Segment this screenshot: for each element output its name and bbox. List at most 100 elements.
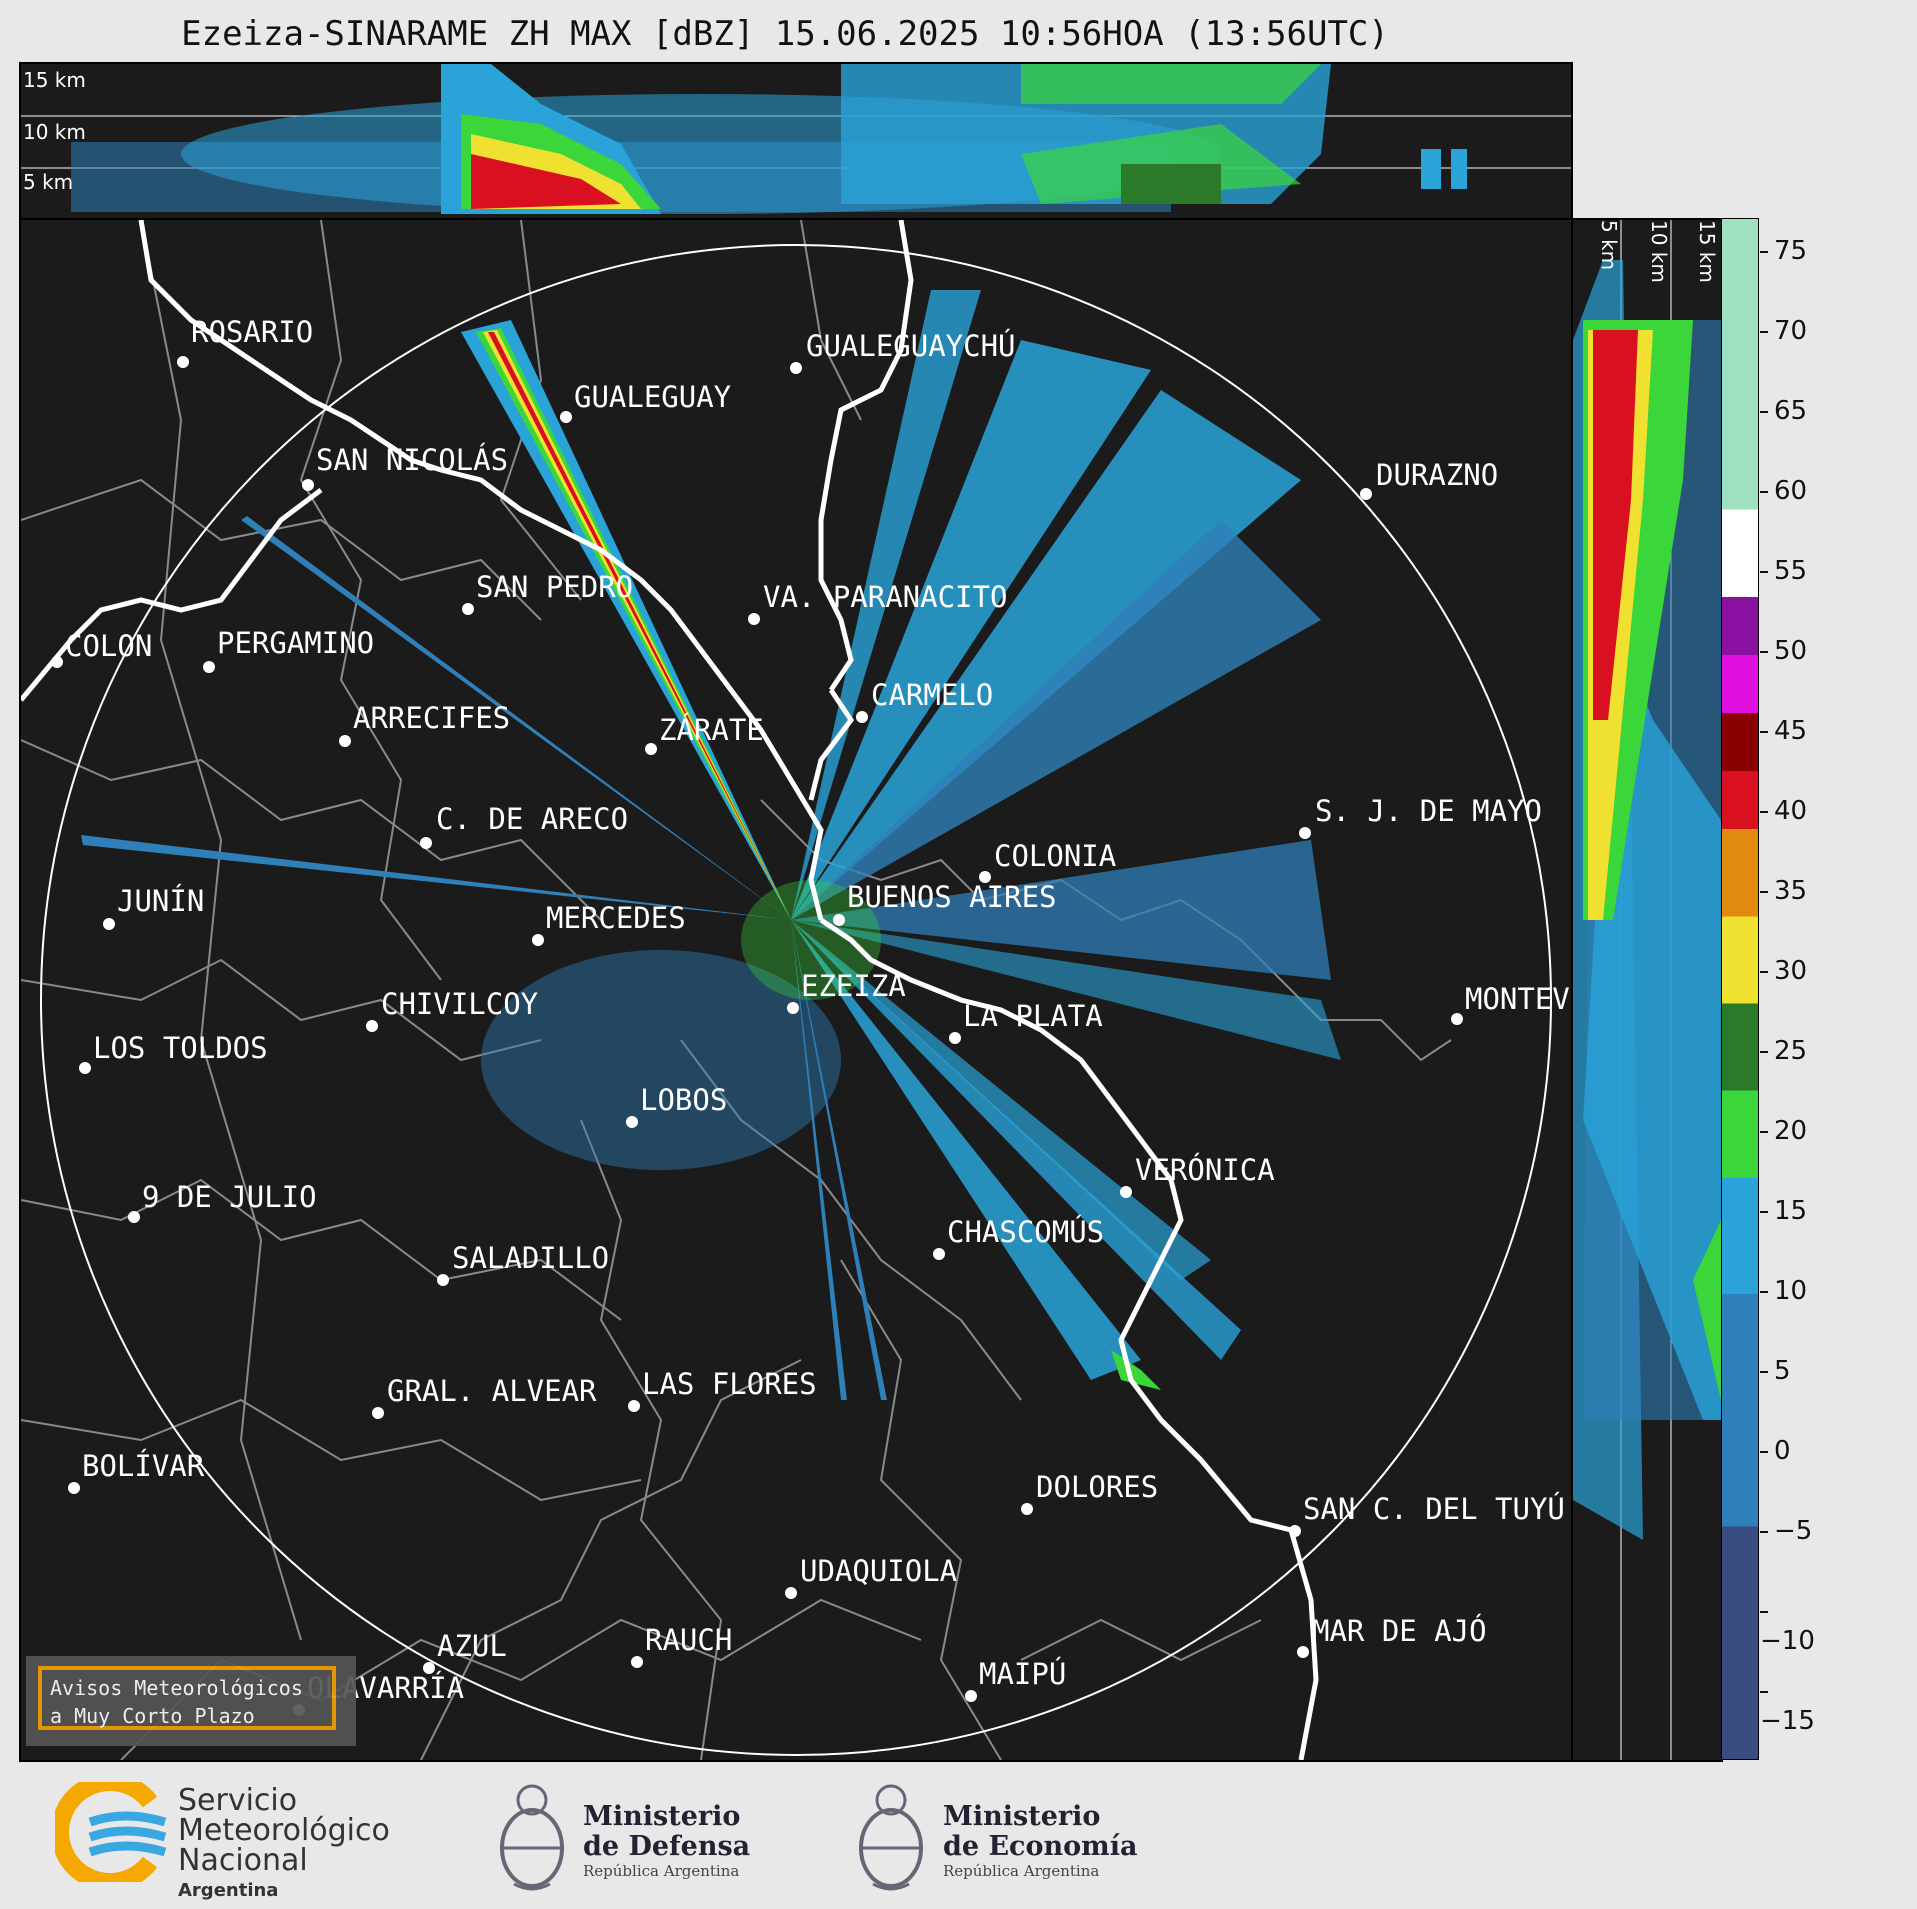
radar-map: ROSARIO GUALEGUAYCHÚ GUALEGUAY SAN NICOLÁS D… xyxy=(21,220,1571,1760)
city-label: BOLÍVAR xyxy=(82,1449,205,1483)
city-label: DOLORES xyxy=(1036,1470,1158,1504)
smn-line-4: Argentina xyxy=(178,1880,279,1901)
smn-line-3: Nacional xyxy=(178,1843,308,1878)
city-dot xyxy=(1120,1186,1132,1198)
colorbar-tick-label: 50 xyxy=(1760,636,1820,666)
top-alt-label-5: 5 km xyxy=(23,170,74,194)
colorbar-tick-label: 35 xyxy=(1760,876,1820,906)
city-dot xyxy=(339,735,351,747)
top-alt-label-10: 10 km xyxy=(23,120,86,144)
city-label: COLONIA xyxy=(994,839,1116,873)
city-dot xyxy=(462,603,474,615)
department-boundaries xyxy=(21,220,1452,1760)
city-dot xyxy=(965,1690,977,1702)
city-label: VERÓNICA xyxy=(1135,1153,1275,1187)
city-label: LOS TOLDOS xyxy=(93,1031,268,1065)
colorbar-tick-label: −15 xyxy=(1760,1676,1820,1736)
city-dot xyxy=(51,656,63,668)
colorbar-tick-label: 30 xyxy=(1760,956,1820,986)
smn-logo-text: Servicio Meteorológico Nacional Argentin… xyxy=(178,1786,390,1906)
city-label: GUALEGUAY xyxy=(574,380,731,414)
radar-echoes xyxy=(81,290,1341,1400)
range-ring xyxy=(40,244,1552,1756)
side-alt-label-5: 5 km xyxy=(1597,220,1621,271)
defensa-line-2: de Defensa xyxy=(583,1831,751,1862)
city-label: CHASCOMÚS xyxy=(947,1215,1104,1249)
economia-line-2: de Economía xyxy=(943,1831,1138,1862)
colorbar-tick-label: −10 xyxy=(1760,1596,1820,1656)
city-dot xyxy=(785,1587,797,1599)
colorbar-tick-label: 0 xyxy=(1760,1436,1820,1466)
defensa-seal-icon xyxy=(500,1784,564,1891)
defensa-line-3: República Argentina xyxy=(583,1862,740,1880)
city-dot xyxy=(1299,827,1311,839)
city-label: SAN PEDRO xyxy=(476,570,633,604)
city-dot xyxy=(532,934,544,946)
city-dot xyxy=(833,914,845,926)
city-dot xyxy=(748,613,760,625)
side-cross-section-graphic xyxy=(1573,220,1721,1760)
radar-map-panel: ROSARIO GUALEGUAYCHÚ GUALEGUAY SAN NICOLÁS D… xyxy=(19,218,1573,1762)
city-label: RAUCH xyxy=(645,1623,732,1657)
colorbar-tick-label: 25 xyxy=(1760,1036,1820,1066)
city-dot xyxy=(787,1002,799,1014)
city-label: AZUL xyxy=(437,1629,507,1663)
colorbar-tick-label: 70 xyxy=(1760,316,1820,346)
economia-line-1: Ministerio xyxy=(943,1801,1101,1832)
colorbar-tick-label: 65 xyxy=(1760,396,1820,426)
city-dot xyxy=(1021,1503,1033,1515)
colorbar-tick-label: 20 xyxy=(1760,1116,1820,1146)
colorbar-tick-label: 5 xyxy=(1760,1356,1820,1386)
colorbar xyxy=(1721,218,1759,1760)
city-dot xyxy=(437,1274,449,1286)
smn-line-1: Servicio xyxy=(178,1783,298,1818)
top-cross-section-panel: 15 km 10 km 5 km xyxy=(19,62,1573,220)
city-label: ARRECIFES xyxy=(353,701,510,735)
colorbar-tick-label: 15 xyxy=(1760,1196,1820,1226)
city-label: EZEIZA xyxy=(801,969,906,1003)
avisos-line-2: a Muy Corto Plazo xyxy=(50,1704,255,1728)
economia-text: Ministerio de Economía República Argenti… xyxy=(943,1801,1138,1881)
colorbar-tick-label: 40 xyxy=(1760,796,1820,826)
top-cross-section-graphic xyxy=(21,64,1571,214)
colorbar-tick-label: 10 xyxy=(1760,1276,1820,1306)
city-dot xyxy=(1451,1013,1463,1025)
city-label: SAN C. DEL TUYÚ xyxy=(1303,1492,1565,1526)
city-dot xyxy=(631,1656,643,1668)
city-label: CHIVILCOY xyxy=(381,987,538,1021)
avisos-line-1: Avisos Meteorológicos xyxy=(50,1676,303,1700)
colorbar-tick-label: 55 xyxy=(1760,556,1820,586)
avisos-box[interactable]: Avisos Meteorológicos a Muy Corto Plazo xyxy=(26,1656,356,1746)
city-label: LA PLATA xyxy=(963,999,1103,1033)
colorbar-tick-label: 75 xyxy=(1760,236,1820,266)
city-label: C. DE ARECO xyxy=(436,802,628,836)
chart-title: Ezeiza-SINARAME ZH MAX [dBZ] 15.06.2025 … xyxy=(181,14,1389,54)
city-label: LOBOS xyxy=(640,1083,727,1117)
city-dot xyxy=(128,1211,140,1223)
side-alt-label-10: 10 km xyxy=(1647,220,1671,283)
city-dot xyxy=(979,871,991,883)
city-dot xyxy=(628,1400,640,1412)
city-label: MAIPÚ xyxy=(979,1657,1066,1691)
colorbar-tick-label: −5 xyxy=(1760,1516,1820,1546)
city-label: LAS FLORES xyxy=(642,1367,817,1401)
city-label: 9 DE JULIO xyxy=(142,1180,317,1214)
city-label: MERCEDES xyxy=(546,901,686,935)
city-label: CARMELO xyxy=(871,678,993,712)
smn-logo-icon xyxy=(55,1782,167,1882)
city-dot xyxy=(790,362,802,374)
colorbar-tick-label: 60 xyxy=(1760,476,1820,506)
city-dot xyxy=(103,918,115,930)
coastline xyxy=(21,220,1319,1760)
city-dot xyxy=(949,1032,961,1044)
city-markers xyxy=(51,356,1463,1716)
city-dot xyxy=(1360,488,1372,500)
city-label: BUENOS AIRES xyxy=(847,880,1057,914)
city-label: SALADILLO xyxy=(452,1241,609,1275)
city-label: S. J. DE MAYO xyxy=(1315,794,1542,828)
economia-line-3: República Argentina xyxy=(943,1862,1100,1880)
city-label: ZÁRATE xyxy=(659,713,764,747)
city-label: ROSARIO xyxy=(191,315,313,349)
smn-line-2: Meteorológico xyxy=(178,1813,390,1848)
city-dot xyxy=(79,1062,91,1074)
